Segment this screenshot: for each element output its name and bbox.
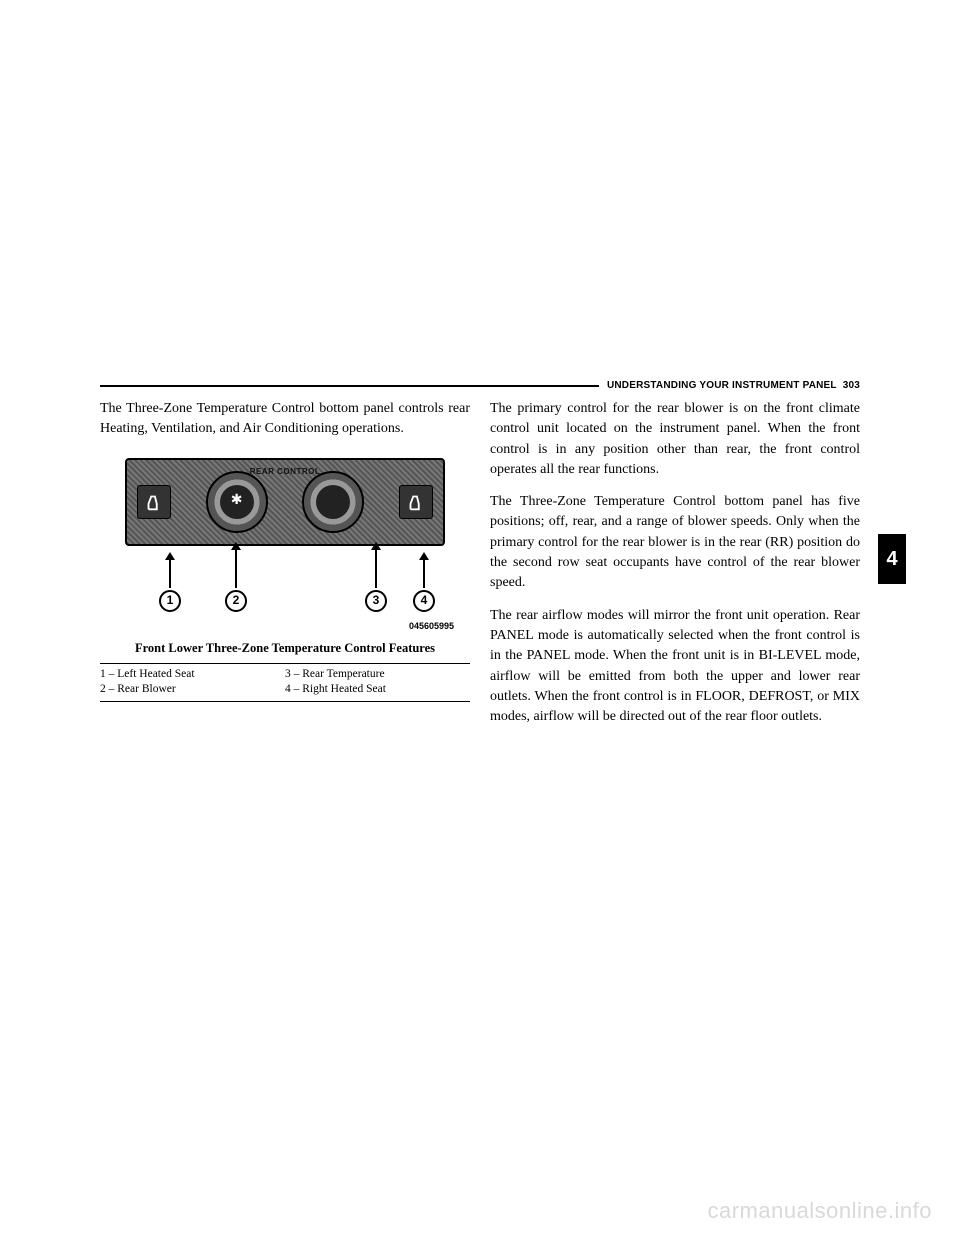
right-column: The primary control for the rear blower … xyxy=(490,399,860,739)
header-title-text: UNDERSTANDING YOUR INSTRUMENT PANEL xyxy=(607,380,837,391)
page-header: UNDERSTANDING YOUR INSTRUMENT PANEL 303 xyxy=(100,380,860,391)
dial-knob-icon xyxy=(316,485,350,519)
legend-item: 2 – Rear Blower xyxy=(100,682,285,698)
callout-3: 3 xyxy=(365,548,387,612)
legend-item: 1 – Left Heated Seat xyxy=(100,667,285,683)
figure-caption: Front Lower Three-Zone Temperature Contr… xyxy=(100,639,470,657)
figure-image-number: 045605995 xyxy=(100,620,470,633)
paragraph-1: The primary control for the rear blower … xyxy=(490,399,860,480)
arrow-line xyxy=(423,558,425,588)
fan-icon: ✱ xyxy=(220,485,254,519)
page-content: UNDERSTANDING YOUR INSTRUMENT PANEL 303 … xyxy=(100,380,860,739)
callout-number: 1 xyxy=(159,590,181,612)
legend-item: 4 – Right Heated Seat xyxy=(285,682,470,698)
legend-left-col: 1 – Left Heated Seat 2 – Rear Blower xyxy=(100,667,285,698)
figure-block: REAR CONTROL ✱ xyxy=(100,458,470,702)
intro-paragraph: The Three-Zone Temperature Control botto… xyxy=(100,399,470,440)
figure-legend: 1 – Left Heated Seat 2 – Rear Blower 3 –… xyxy=(100,663,470,702)
callout-number: 3 xyxy=(365,590,387,612)
callout-number: 2 xyxy=(225,590,247,612)
watermark: carmanualsonline.info xyxy=(707,1198,932,1224)
callout-2: 2 xyxy=(225,548,247,612)
control-panel-illustration: REAR CONTROL ✱ xyxy=(125,458,445,546)
callout-1: 1 xyxy=(159,558,181,612)
legend-item: 3 – Rear Temperature xyxy=(285,667,470,683)
rear-blower-dial: ✱ xyxy=(206,471,268,533)
arrow-line xyxy=(235,548,237,588)
header-page-number: 303 xyxy=(843,380,860,391)
header-rule xyxy=(100,385,599,387)
callout-number: 4 xyxy=(413,590,435,612)
rear-control-label: REAR CONTROL xyxy=(250,466,320,478)
callout-4: 4 xyxy=(413,558,435,612)
paragraph-2: The Three-Zone Temperature Control botto… xyxy=(490,492,860,593)
left-column: The Three-Zone Temperature Control botto… xyxy=(100,399,470,739)
chapter-tab: 4 xyxy=(878,534,906,584)
legend-right-col: 3 – Rear Temperature 4 – Right Heated Se… xyxy=(285,667,470,698)
callout-arrows: 1 2 3 4 xyxy=(125,552,445,612)
arrow-line xyxy=(375,548,377,588)
left-heated-seat-icon xyxy=(137,485,171,519)
right-heated-seat-icon xyxy=(399,485,433,519)
rear-temperature-dial xyxy=(302,471,364,533)
header-section-title: UNDERSTANDING YOUR INSTRUMENT PANEL 303 xyxy=(607,380,860,391)
arrow-line xyxy=(169,558,171,588)
two-column-layout: The Three-Zone Temperature Control botto… xyxy=(100,399,860,739)
paragraph-3: The rear airflow modes will mirror the f… xyxy=(490,606,860,728)
